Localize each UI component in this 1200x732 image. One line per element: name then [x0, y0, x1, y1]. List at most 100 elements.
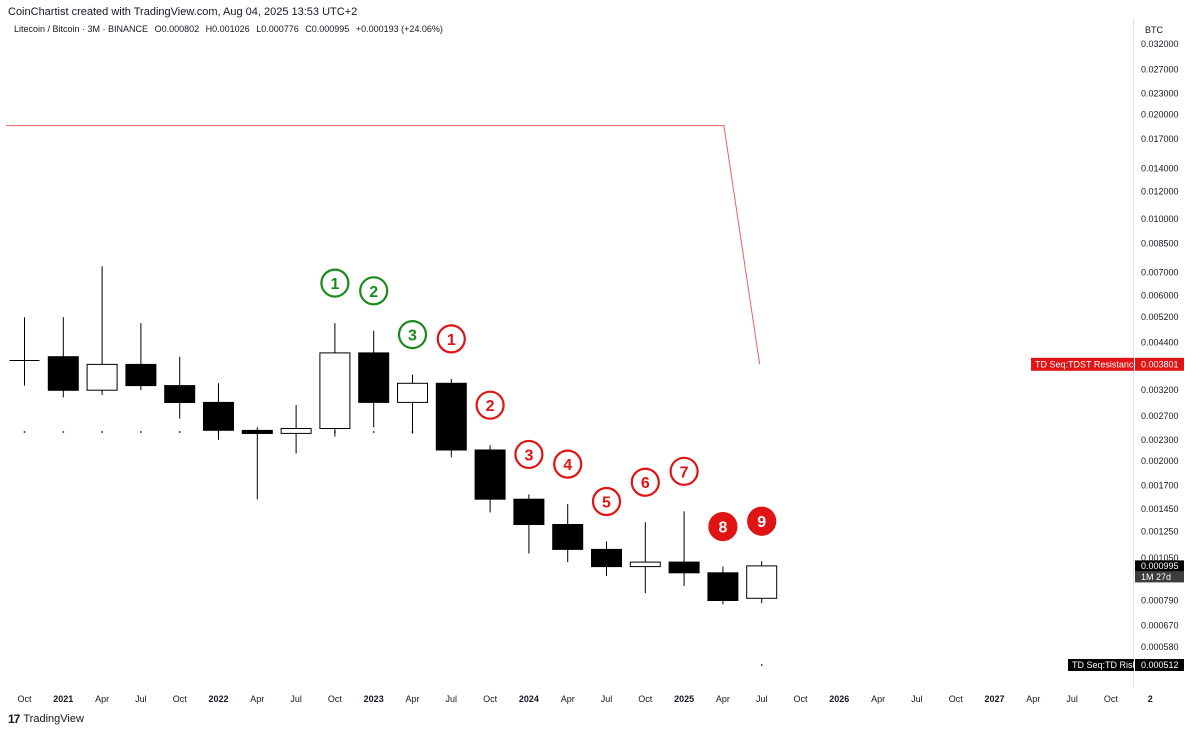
time-tick-label: Apr	[1026, 694, 1040, 704]
candle-body	[474, 449, 506, 500]
td-marker-9: 9	[747, 506, 777, 536]
td-marker-circle	[747, 506, 777, 536]
td-marker-7: 7	[669, 456, 699, 486]
price-tick-label: 0.002300	[1141, 435, 1179, 445]
chart-attribution: CoinChartist created with TradingView.co…	[8, 6, 358, 18]
time-tick-label: Jul	[756, 694, 768, 704]
candle-body	[358, 352, 390, 403]
candle-body	[125, 363, 157, 387]
candle-body	[203, 401, 234, 431]
candle-body	[241, 429, 273, 434]
time-tick-label: Oct	[17, 694, 32, 704]
tdst-resistance-line	[6, 125, 761, 365]
time-tick-label: 2025	[674, 694, 694, 704]
candle-body	[668, 561, 700, 574]
time-tick-label: Apr	[871, 694, 885, 704]
period-dot	[140, 431, 142, 433]
price-tick-label: 0.008500	[1141, 238, 1179, 248]
time-tick-label: Apr	[716, 694, 730, 704]
price-tick-label: 0.006000	[1141, 291, 1179, 301]
price-tick-label: 0.003200	[1141, 385, 1179, 395]
time-tick-label: Oct	[328, 694, 343, 704]
td-risk-label: TD Seq:TD Risk	[1072, 660, 1138, 670]
td-marker-circle	[708, 512, 738, 542]
td-sequential-markers: 1 2 3 1 2 3 4 5 6 7 8 9	[320, 268, 777, 542]
candle-body	[164, 385, 196, 404]
td-marker-circle	[514, 439, 544, 470]
time-tick-label: Jul	[135, 694, 147, 704]
td-marker-number: 2	[486, 398, 495, 415]
td-marker-circle	[320, 268, 350, 298]
td-marker-2: 2	[475, 390, 505, 420]
price-tick-label: 0.014000	[1141, 163, 1179, 173]
period-dot	[372, 431, 375, 433]
candle-body	[513, 498, 545, 526]
candle-body	[47, 356, 79, 391]
ohlc-low: L0.000776	[256, 24, 299, 34]
period-dots	[23, 431, 763, 666]
time-tick-label: Oct	[173, 694, 188, 704]
td-marker-circle	[359, 276, 389, 306]
ohlc-high: H0.001026	[205, 24, 250, 34]
symbol-name[interactable]: Litecoin / Bitcoin · 3M · BINANCE	[14, 24, 149, 34]
price-tick-label: 0.007000	[1141, 268, 1179, 278]
ohlc-change: +0.000193 (+24.06%)	[355, 24, 443, 34]
time-tick-label: Jul	[446, 694, 458, 704]
td-marker-1: 1	[436, 324, 466, 354]
last-price-tag: 0.000995 1M 27d	[1135, 560, 1184, 583]
price-tick-label: 0.012000	[1141, 187, 1179, 197]
price-tick-label: 0.027000	[1141, 65, 1179, 75]
price-axis-unit: BTC	[1145, 25, 1164, 35]
candles	[9, 266, 778, 605]
time-tick-label: Apr	[250, 694, 264, 704]
time-tick-label: Oct	[483, 694, 498, 704]
time-tick-label: 2022	[208, 694, 228, 704]
candle-body	[746, 565, 778, 599]
period-dot	[178, 431, 181, 433]
candle-body	[591, 548, 622, 568]
time-tick-label: Oct	[638, 694, 653, 704]
candle-body	[707, 572, 739, 601]
td-marker-3: 3	[397, 320, 428, 350]
price-tick-label: 0.000790	[1141, 596, 1179, 606]
time-tick-label: 2024	[519, 694, 539, 704]
td-marker-circle	[591, 486, 622, 517]
price-tick-label: 0.017000	[1141, 134, 1179, 144]
td-marker-number: 9	[757, 514, 766, 531]
tdst-resistance-tag: TD Seq:TDST Resistance 0.003801	[1031, 357, 1184, 371]
price-tick-label: 0.010000	[1141, 214, 1179, 224]
price-axis[interactable]: 0.032000 0.027000 0.023000 0.020000 0.017000…	[1141, 39, 1179, 652]
time-tick-label: 2027	[984, 694, 1004, 704]
time-tick-label: 2023	[364, 694, 384, 704]
ohlc-open: O0.000802	[154, 24, 200, 34]
td-marker-2: 2	[359, 276, 389, 306]
time-axis[interactable]: Oct 2021 Apr Jul Oct 2022 Apr Jul Oct 2023 Apr Jul O…	[17, 694, 1152, 704]
td-marker-number: 6	[641, 475, 650, 492]
price-tick-label: 0.002000	[1141, 456, 1179, 466]
time-tick-label: Jul	[1066, 694, 1078, 704]
time-tick-label: Jul	[290, 694, 302, 704]
tradingview-logo[interactable]: 17 TradingView	[8, 712, 84, 726]
td-marker-circle	[436, 324, 466, 354]
period-dot	[62, 431, 65, 433]
td-marker-circle	[669, 456, 699, 486]
price-tick-label: 0.005200	[1141, 312, 1179, 322]
td-marker-circle	[397, 320, 428, 350]
price-tick-label: 0.001250	[1141, 527, 1179, 537]
time-tick-label: Apr	[561, 694, 575, 704]
time-tick-label: Jul	[601, 694, 613, 704]
tdst-resistance-value: 0.003801	[1141, 359, 1179, 369]
td-marker-number: 3	[408, 328, 417, 345]
price-tick-label: 0.002700	[1141, 411, 1179, 421]
tdst-resistance-label: TD Seq:TDST Resistance	[1035, 359, 1138, 369]
td-marker-4: 4	[553, 449, 583, 479]
td-risk-tag: TD Seq:TD Risk 0.000512	[1068, 659, 1184, 671]
candle-body	[397, 382, 428, 403]
price-tick-label: 0.004400	[1141, 337, 1179, 347]
td-marker-circle	[475, 390, 505, 420]
bar-countdown: 1M 27d	[1141, 572, 1171, 582]
tradingview-logo-text: TradingView	[23, 713, 84, 725]
time-tick-label: 2	[1148, 694, 1153, 704]
candle-body	[86, 363, 118, 391]
